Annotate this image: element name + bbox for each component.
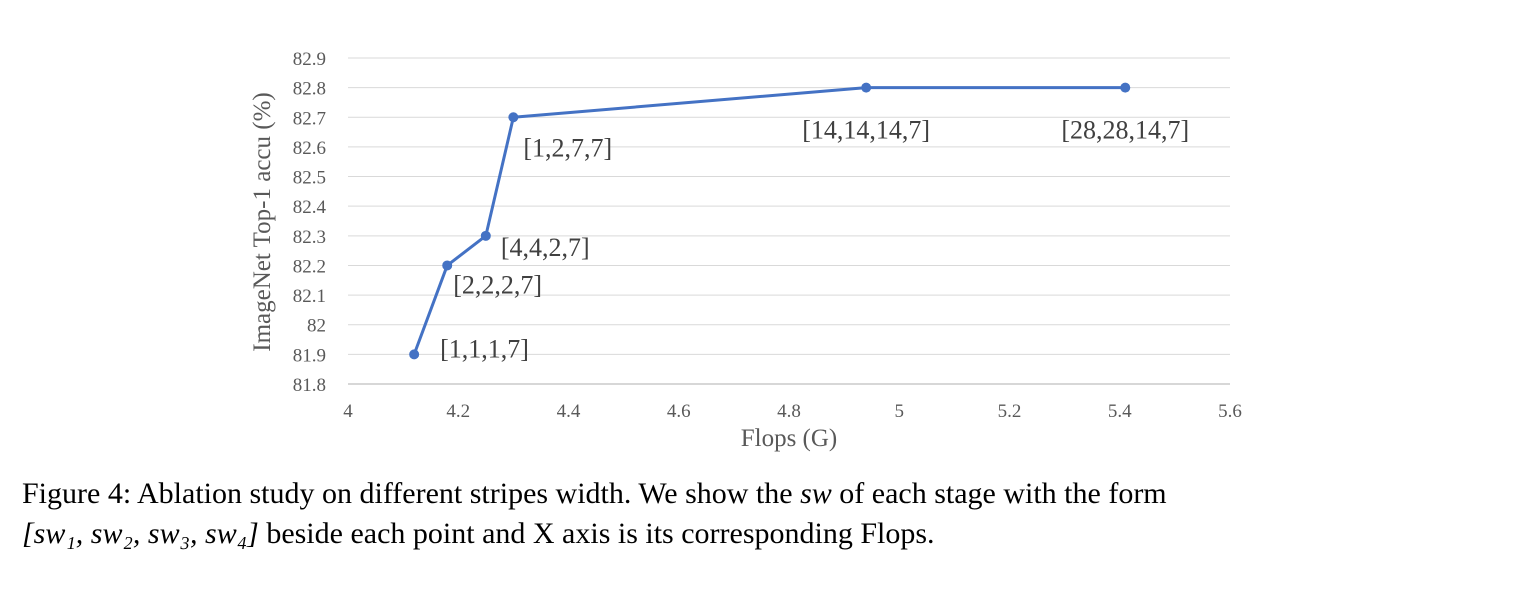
y-tick-label: 82.7 — [293, 108, 326, 129]
y-tick-label: 81.8 — [293, 375, 326, 396]
data-point — [1120, 82, 1131, 93]
data-label: [1,1,1,7] — [440, 334, 529, 363]
data-label: [2,2,2,7] — [453, 270, 542, 299]
x-tick-label: 5.6 — [1218, 401, 1242, 422]
y-tick-label: 82.1 — [293, 286, 326, 307]
x-tick-label: 4 — [343, 401, 353, 422]
data-points — [409, 82, 1131, 360]
y-tick-label: 82.8 — [293, 79, 326, 100]
y-tick-label: 82.2 — [293, 256, 326, 277]
gridlines — [348, 57, 1230, 355]
data-label: [1,2,7,7] — [523, 133, 612, 162]
data-label: [4,4,2,7] — [501, 233, 590, 262]
data-label: [28,28,14,7] — [1061, 116, 1189, 145]
caption-sw: sw — [800, 477, 832, 510]
chart: 81.8 81.9 82 82.1 82.2 82.3 82.4 82.5 82.6 82.7 82… — [249, 49, 1242, 452]
y-tick-label: 82 — [307, 316, 326, 337]
x-tick-label: 4.8 — [777, 401, 801, 422]
y-axis-title: ImageNet Top-1 accu (%) — [249, 92, 276, 351]
x-axis-title: Flops (G) — [741, 425, 838, 452]
data-point — [409, 349, 420, 360]
caption-form: [sw₁, sw₂, sw₃, sw₄] — [22, 517, 259, 550]
x-tick-labels: 4 4.2 4.4 4.6 4.8 5 5.2 5.4 5.6 — [343, 401, 1242, 422]
caption-suffix: beside each point and X axis is its corr… — [258, 517, 935, 550]
y-tick-label: 82.6 — [293, 138, 326, 159]
data-point — [442, 260, 453, 271]
x-tick-label: 4.4 — [557, 401, 581, 422]
y-tick-label: 82.9 — [293, 49, 326, 70]
y-tick-label: 81.9 — [293, 345, 326, 366]
y-tick-label: 82.3 — [293, 227, 326, 248]
data-label: [14,14,14,7] — [802, 116, 930, 145]
data-point — [480, 230, 491, 241]
y-tick-labels: 81.8 81.9 82 82.1 82.2 82.3 82.4 82.5 82.6 82.7 82… — [293, 49, 327, 396]
data-point — [508, 112, 519, 123]
x-tick-label: 4.6 — [667, 401, 691, 422]
x-tick-label: 5.2 — [998, 401, 1022, 422]
x-tick-label: 5 — [895, 401, 905, 422]
x-tick-label: 5.4 — [1108, 401, 1132, 422]
y-tick-label: 82.4 — [293, 197, 327, 218]
figure-caption: Figure 4: Ablation study on different st… — [22, 474, 1502, 554]
x-tick-label: 4.2 — [446, 401, 470, 422]
caption-prefix: Figure 4: Ablation study on different st… — [22, 477, 801, 510]
y-tick-label: 82.5 — [293, 168, 326, 189]
caption-middle: of each stage with the form — [831, 477, 1167, 510]
series-line — [412, 86, 1126, 355]
data-point — [861, 82, 872, 93]
data-labels: [1,1,1,7] [2,2,2,7] [4,4,2,7] [1,2,7,7] [14,… — [440, 116, 1189, 364]
